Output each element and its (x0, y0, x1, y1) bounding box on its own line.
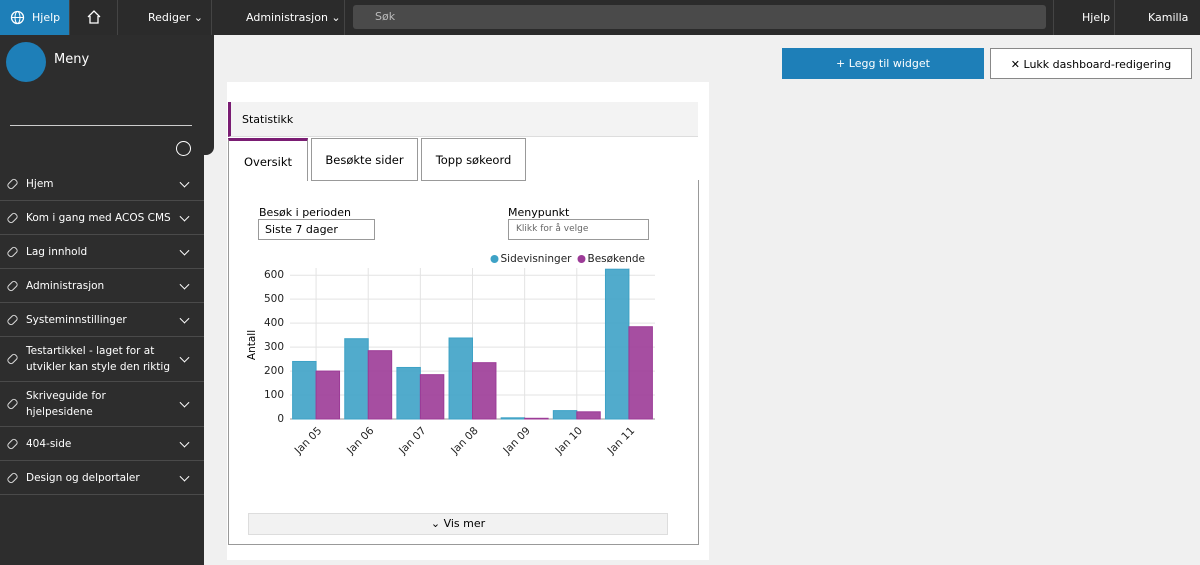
globe-icon (10, 10, 25, 25)
user-name: Kamilla (1148, 11, 1189, 24)
sidebar: Meny Hjem Kom i gang med ACOS CMS Lag innh… (0, 35, 204, 565)
more-button[interactable] (176, 141, 191, 156)
collapse-tab[interactable] (204, 35, 214, 155)
x-tick-label: Jan 05 (292, 425, 324, 457)
menu-item[interactable]: 404-side (0, 427, 204, 461)
legend-label: Besøkende (587, 253, 645, 265)
top-bar: Hjelp Rediger ⌄ Administrasjon ⌄ Søk Hje… (0, 0, 1200, 59)
y-axis-label: Antall (246, 330, 258, 360)
y-tick-label: 300 (264, 341, 284, 353)
x-tick-label: Jan 11 (605, 425, 637, 457)
y-tick-label: 500 (264, 293, 284, 305)
admin-menu[interactable]: Administrasjon ⌄ (212, 0, 345, 35)
sidebar-title: Meny (54, 52, 90, 67)
y-tick-label: 600 (264, 269, 284, 281)
x-tick-label: Jan 08 (448, 425, 480, 457)
y-tick-label: 400 (264, 317, 284, 329)
chart: Antall 0 100 200 300 400 500 600 Jan 05 Jan 06 Ja… (246, 253, 655, 458)
menu-input[interactable]: Klikk for å velge (508, 219, 649, 240)
bar (524, 417, 549, 420)
x-tick-label: Jan 10 (553, 425, 585, 457)
y-tick-label: 200 (264, 365, 284, 377)
sidebar-search[interactable] (10, 101, 192, 126)
close-editing-label: Lukk dashboard-redigering (1023, 58, 1172, 71)
legend-swatch (577, 255, 586, 263)
tab[interactable]: Besøkte sider (311, 138, 418, 181)
legend-swatch (490, 255, 499, 263)
tab[interactable]: Topp søkeord (421, 138, 526, 181)
tab-panel (228, 180, 699, 545)
menu-item[interactable]: Lag innhold (0, 235, 204, 269)
period-label: Besøk i perioden (259, 206, 351, 219)
bar (472, 362, 497, 420)
bar (552, 410, 578, 420)
menu-icon (6, 42, 46, 82)
bar (396, 366, 421, 420)
close-editing-button[interactable]: ✕ Lukk dashboard-redigering (990, 48, 1192, 79)
menu-item[interactable]: Design og delportaler (0, 461, 204, 495)
bar (576, 411, 601, 420)
more-button[interactable]: ⌄ Vis mer (248, 513, 668, 535)
search-box[interactable]: Søk (353, 5, 1046, 29)
bar (448, 337, 474, 420)
tab[interactable]: Oversikt (228, 138, 308, 181)
menu-item[interactable]: Skriveguide for hjelpesidene (0, 382, 204, 427)
menu-item[interactable]: Systeminnstillinger (0, 303, 204, 337)
user-menu[interactable]: Kamilla ⌄ (1118, 0, 1200, 59)
bar (292, 360, 317, 420)
widget-title: Statistikk (228, 102, 698, 137)
menu-item[interactable]: Hjem (0, 167, 204, 201)
help-link[interactable]: Hjelp (1053, 0, 1115, 35)
edit-label: Rediger (148, 11, 191, 24)
edit-menu[interactable]: Rediger ⌄ (118, 0, 212, 35)
more-label: Vis mer (443, 517, 486, 530)
search-placeholder: Søk (375, 10, 396, 23)
menu-item[interactable]: Kom i gang med ACOS CMS (0, 201, 204, 235)
y-tick-label: 0 (277, 413, 284, 425)
x-tick-label: Jan 06 (344, 425, 377, 458)
bar (344, 338, 369, 420)
x-tick-label: Jan 07 (396, 425, 428, 457)
y-tick-label: 100 (264, 389, 284, 401)
menu-label: Menypunkt (508, 206, 570, 219)
bar (419, 374, 445, 420)
admin-label: Administrasjon (246, 11, 328, 24)
menu-item[interactable]: Administrasjon (0, 269, 204, 303)
period-value: Siste 7 dager (265, 223, 338, 236)
tab-bar: Oversikt Besøkte sider Topp søkeord (228, 138, 529, 181)
x-tick-label: Jan 09 (500, 425, 532, 457)
bar (628, 326, 653, 420)
bar (500, 417, 526, 420)
bar (315, 370, 341, 420)
menu-item[interactable]: Testartikkel - laget for at utvikler kan… (0, 337, 204, 382)
bar (604, 268, 630, 420)
add-widget-button[interactable]: + Legg til widget (782, 48, 984, 79)
bar (367, 350, 393, 420)
add-widget-label: Legg til widget (848, 57, 930, 70)
sidebar-menu: Hjem Kom i gang med ACOS CMS Lag innhold Ad… (0, 167, 204, 495)
home-button[interactable] (70, 0, 118, 35)
menu-placeholder: Klikk for å velge (516, 224, 589, 234)
legend-label: Sidevisninger (501, 253, 573, 265)
period-select[interactable]: Siste 7 dager (258, 219, 375, 240)
